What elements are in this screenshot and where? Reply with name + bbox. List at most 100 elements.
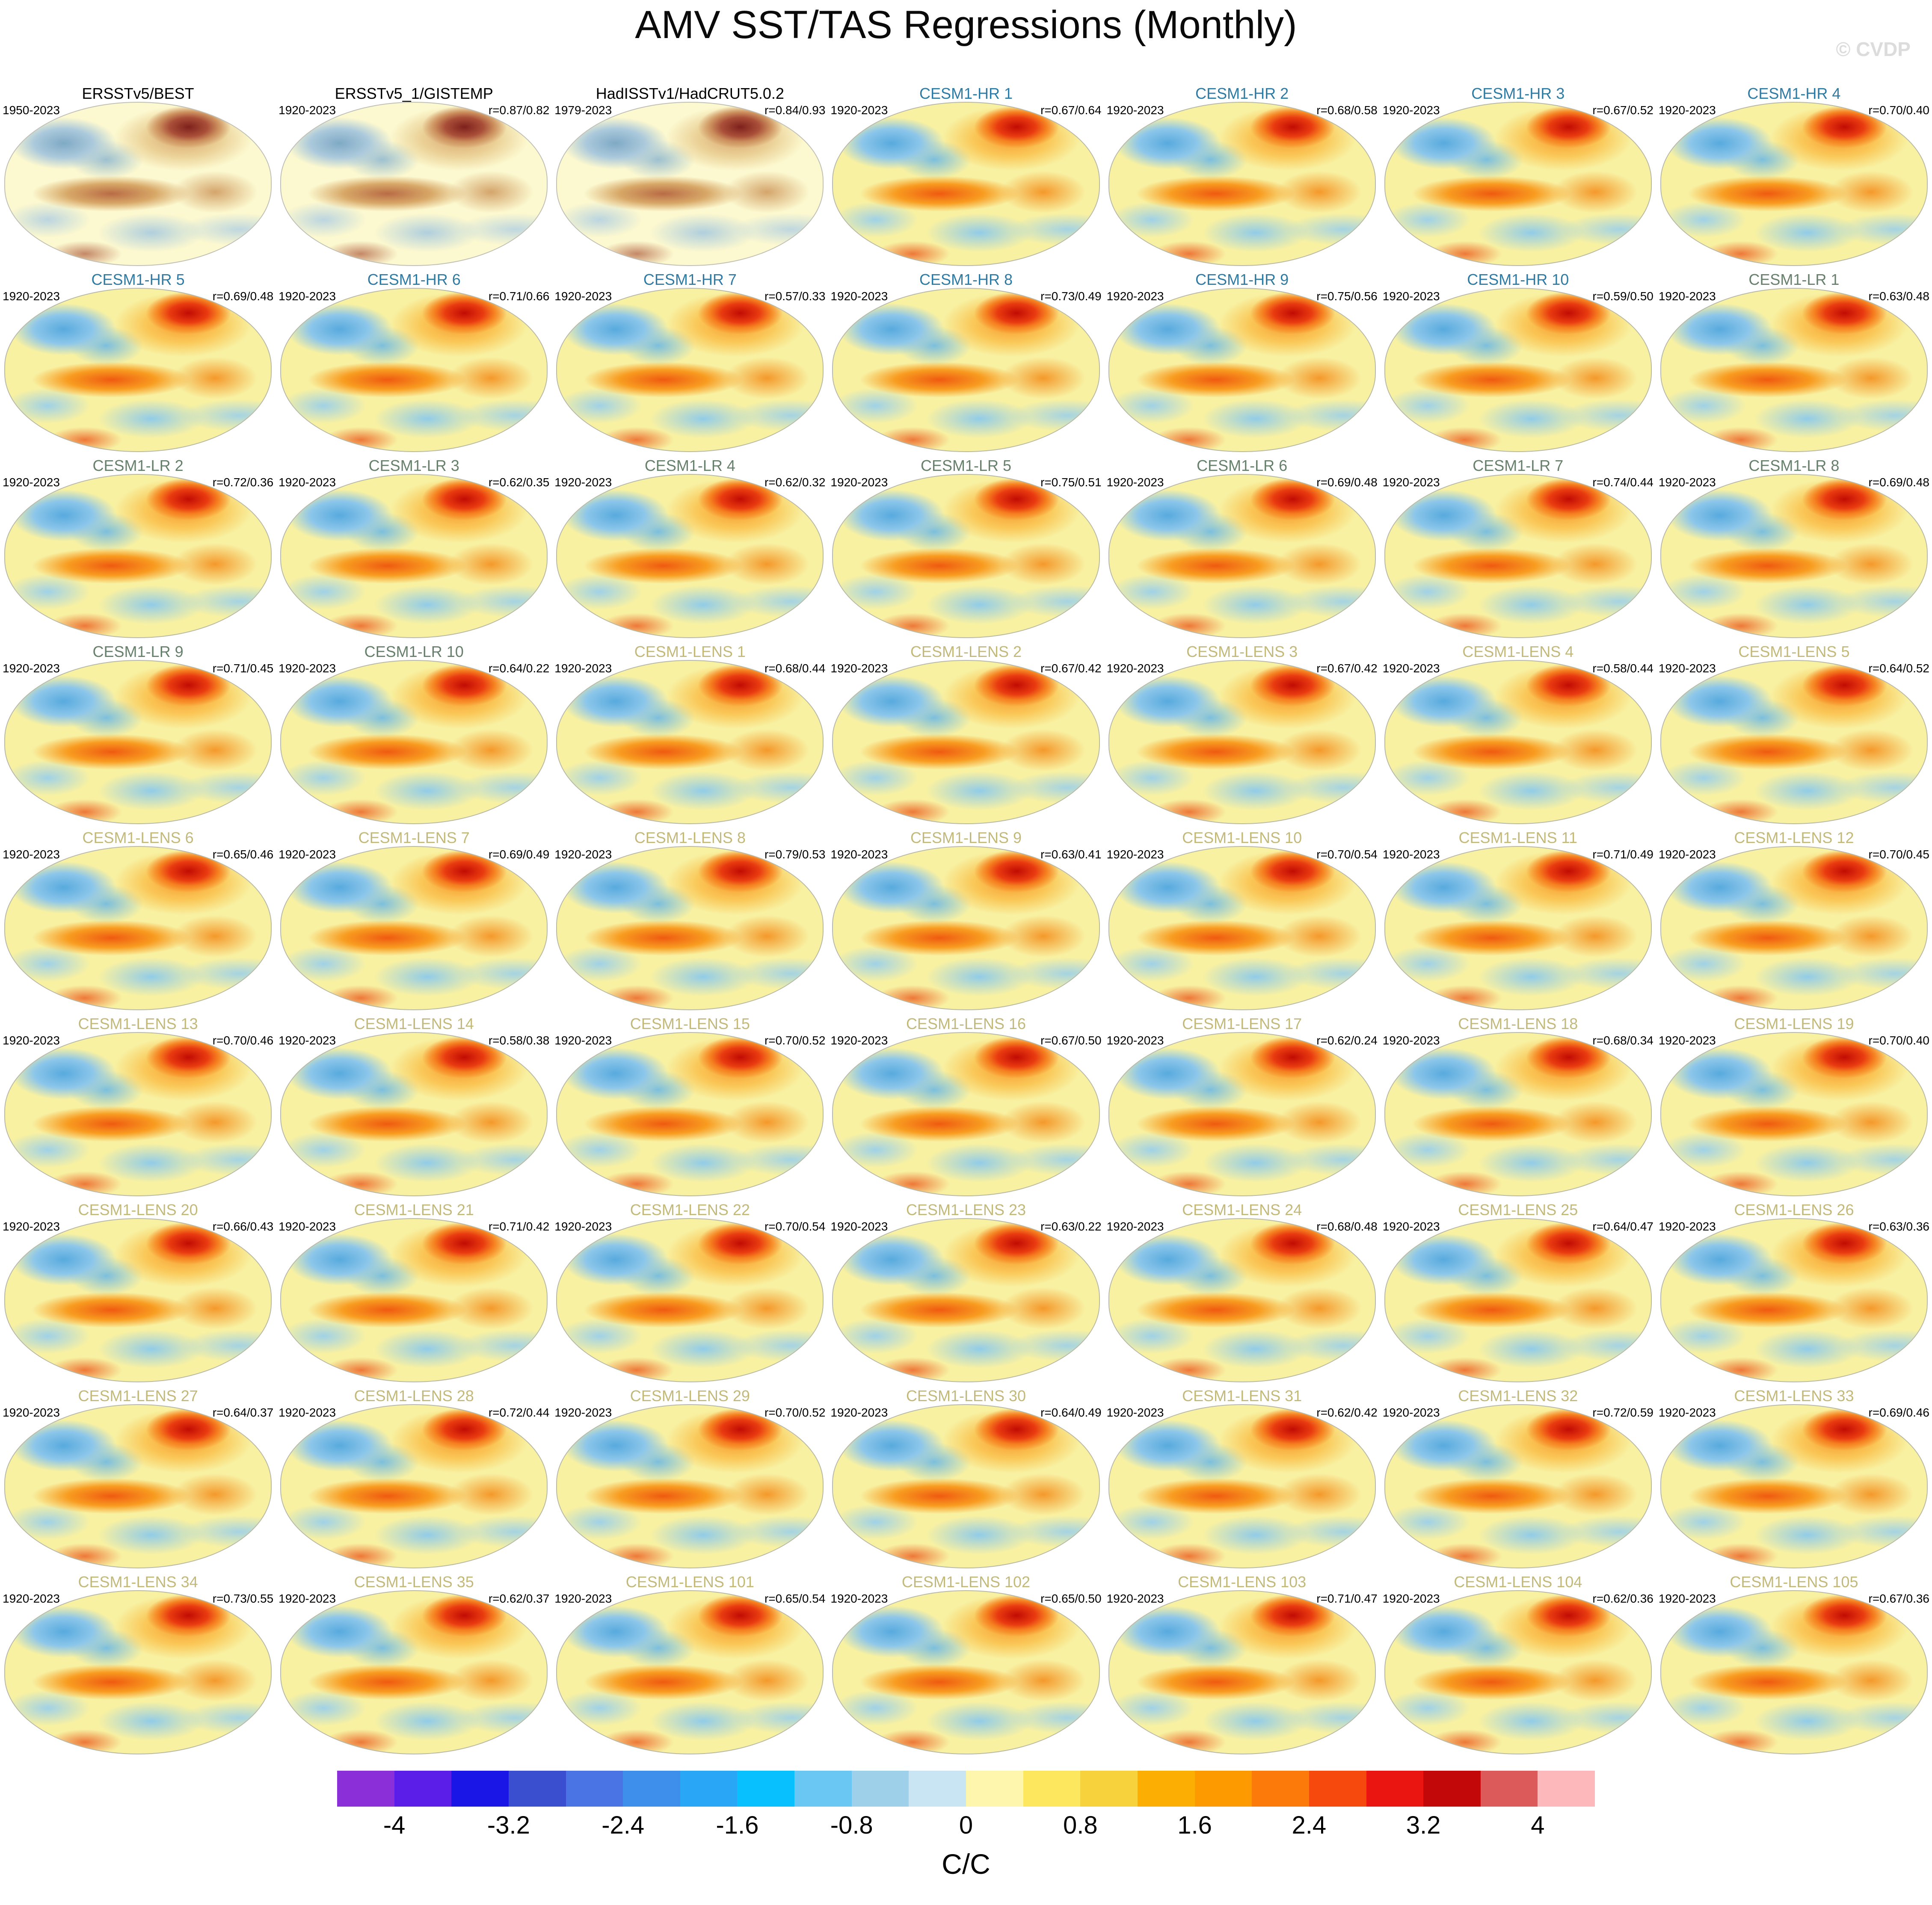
panel-title: CESM1-LENS 14 <box>354 1015 474 1032</box>
panel-title: CESM1-LR 10 <box>364 643 464 660</box>
panel-period: 1920-2023 <box>279 848 336 861</box>
globe-map <box>4 102 272 266</box>
panel-period: 1920-2023 <box>3 848 60 861</box>
map-panel: CESM1-LENS 18 1920-2023 r=0.68/0.34 <box>1380 1014 1656 1200</box>
panel-period: 1950-2023 <box>3 104 60 117</box>
panel-title: CESM1-LENS 105 <box>1730 1573 1858 1591</box>
globe-map <box>832 1590 1100 1754</box>
colorbar-gradient <box>337 1771 1595 1807</box>
panel-title: CESM1-LENS 24 <box>1182 1201 1302 1219</box>
panel-period: 1920-2023 <box>1382 1592 1440 1605</box>
map-panel: CESM1-HR 4 1920-2023 r=0.70/0.40 <box>1656 84 1932 270</box>
panel-r-value: r=0.69/0.48 <box>212 290 274 303</box>
panel-r-value: r=0.64/0.52 <box>1868 662 1929 675</box>
panel-period: 1920-2023 <box>1382 1220 1440 1233</box>
panel-r-value: r=0.70/0.54 <box>1316 848 1378 861</box>
panel-r-value: r=0.69/0.49 <box>488 848 550 861</box>
panel-period: 1920-2023 <box>830 104 888 117</box>
cvdp-watermark: © CVDP <box>1836 38 1911 60</box>
panel-title: CESM1-LENS 21 <box>354 1201 474 1219</box>
globe-map <box>280 102 548 266</box>
panel-title: CESM1-HR 9 <box>1195 271 1289 288</box>
panel-title: CESM1-HR 1 <box>919 85 1013 102</box>
panel-period: 1920-2023 <box>554 1034 612 1047</box>
globe-map <box>556 1404 824 1568</box>
map-panel: HadISSTv1/HadCRUT5.0.2 1979-2023 r=0.84/… <box>552 84 828 270</box>
panel-title: CESM1-LENS 15 <box>630 1015 750 1032</box>
map-panel: CESM1-LENS 24 1920-2023 r=0.68/0.48 <box>1104 1200 1380 1386</box>
colorbar-cell <box>966 1771 1023 1807</box>
map-panel: CESM1-LENS 35 1920-2023 r=0.62/0.37 <box>276 1572 552 1758</box>
map-panel: CESM1-HR 10 1920-2023 r=0.59/0.50 <box>1380 270 1656 456</box>
panel-period: 1920-2023 <box>1658 1406 1716 1419</box>
globe-map <box>1384 846 1652 1010</box>
panel-period: 1920-2023 <box>279 104 336 117</box>
panel-period: 1920-2023 <box>830 476 888 489</box>
globe-map <box>1660 1218 1928 1382</box>
map-panel: CESM1-LENS 20 1920-2023 r=0.66/0.43 <box>0 1200 276 1386</box>
map-panel: CESM1-LENS 12 1920-2023 r=0.70/0.45 <box>1656 828 1932 1014</box>
panel-title: CESM1-HR 5 <box>91 271 185 288</box>
map-panel: CESM1-LENS 101 1920-2023 r=0.65/0.54 <box>552 1572 828 1758</box>
map-panel: CESM1-LENS 16 1920-2023 r=0.67/0.50 <box>828 1014 1104 1200</box>
panel-r-value: r=0.70/0.46 <box>212 1034 274 1047</box>
panel-title: CESM1-LENS 28 <box>354 1387 474 1405</box>
globe-map <box>832 1218 1100 1382</box>
map-panel: CESM1-HR 5 1920-2023 r=0.69/0.48 <box>0 270 276 456</box>
colorbar-cell <box>508 1771 566 1807</box>
colorbar-cell <box>680 1771 738 1807</box>
map-panel: CESM1-HR 3 1920-2023 r=0.67/0.52 <box>1380 84 1656 270</box>
panel-r-value: r=0.71/0.47 <box>1316 1592 1378 1605</box>
panel-title: CESM1-HR 4 <box>1747 85 1841 102</box>
globe-map <box>1384 660 1652 824</box>
panel-title: CESM1-LENS 4 <box>1462 643 1574 660</box>
colorbar-tick: 3.2 <box>1406 1811 1441 1839</box>
panel-r-value: r=0.64/0.47 <box>1592 1220 1653 1233</box>
map-panel: CESM1-LENS 3 1920-2023 r=0.67/0.42 <box>1104 642 1380 828</box>
map-panel: CESM1-LR 4 1920-2023 r=0.62/0.32 <box>552 456 828 642</box>
map-panel: CESM1-LENS 23 1920-2023 r=0.63/0.22 <box>828 1200 1104 1386</box>
panel-title: CESM1-LENS 29 <box>630 1387 750 1405</box>
panel-r-value: r=0.72/0.59 <box>1592 1406 1653 1419</box>
colorbar-cell <box>1252 1771 1309 1807</box>
panel-r-value: r=0.70/0.45 <box>1868 848 1929 861</box>
map-panel: CESM1-LENS 34 1920-2023 r=0.73/0.55 <box>0 1572 276 1758</box>
panel-r-value: r=0.71/0.45 <box>212 662 274 675</box>
panel-r-value: r=0.65/0.46 <box>212 848 274 861</box>
map-panel: CESM1-LENS 14 1920-2023 r=0.58/0.38 <box>276 1014 552 1200</box>
panel-r-value: r=0.71/0.42 <box>488 1220 550 1233</box>
map-panel: CESM1-LENS 27 1920-2023 r=0.64/0.37 <box>0 1386 276 1572</box>
panel-r-value: r=0.87/0.82 <box>488 104 550 117</box>
panel-r-value: r=0.64/0.37 <box>212 1406 274 1419</box>
colorbar-cell <box>1194 1771 1252 1807</box>
panel-title: CESM1-LENS 5 <box>1738 643 1850 660</box>
colorbar-tick: -3.2 <box>487 1811 530 1839</box>
colorbar-tick: -1.6 <box>716 1811 759 1839</box>
map-panel: CESM1-LENS 26 1920-2023 r=0.63/0.36 <box>1656 1200 1932 1386</box>
colorbar-tick: 0.8 <box>1063 1811 1098 1839</box>
globe-map <box>1384 474 1652 638</box>
map-panel: CESM1-LENS 19 1920-2023 r=0.70/0.40 <box>1656 1014 1932 1200</box>
panel-period: 1920-2023 <box>830 1592 888 1605</box>
panel-r-value: r=0.67/0.42 <box>1316 662 1378 675</box>
panel-r-value: r=0.58/0.44 <box>1592 662 1653 675</box>
map-panel: CESM1-LENS 13 1920-2023 r=0.70/0.46 <box>0 1014 276 1200</box>
panel-period: 1920-2023 <box>279 1220 336 1233</box>
colorbar-cell <box>1023 1771 1081 1807</box>
panel-title: CESM1-LENS 12 <box>1734 829 1854 846</box>
map-panel: CESM1-LENS 15 1920-2023 r=0.70/0.52 <box>552 1014 828 1200</box>
map-panel: CESM1-LR 7 1920-2023 r=0.74/0.44 <box>1380 456 1656 642</box>
map-panel: CESM1-LR 9 1920-2023 r=0.71/0.45 <box>0 642 276 828</box>
panel-r-value: r=0.71/0.66 <box>488 290 550 303</box>
map-panel: CESM1-LENS 30 1920-2023 r=0.64/0.49 <box>828 1386 1104 1572</box>
colorbar-cell <box>1309 1771 1366 1807</box>
panel-r-value: r=0.68/0.44 <box>764 662 826 675</box>
colorbar-cell <box>851 1771 909 1807</box>
map-panel: CESM1-LENS 11 1920-2023 r=0.71/0.49 <box>1380 828 1656 1014</box>
globe-map <box>556 1590 824 1754</box>
panel-title: CESM1-HR 3 <box>1471 85 1565 102</box>
panel-period: 1920-2023 <box>554 476 612 489</box>
map-panel: CESM1-HR 7 1920-2023 r=0.57/0.33 <box>552 270 828 456</box>
colorbar-cell <box>566 1771 623 1807</box>
colorbar-cell <box>1366 1771 1424 1807</box>
